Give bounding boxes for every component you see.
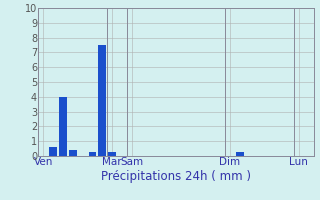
Bar	[236, 152, 244, 156]
Bar	[108, 152, 116, 156]
X-axis label: Précipitations 24h ( mm ): Précipitations 24h ( mm )	[101, 170, 251, 183]
Bar	[49, 147, 57, 156]
Bar	[89, 152, 96, 156]
Bar	[98, 45, 106, 156]
Bar	[69, 150, 77, 156]
Bar	[59, 97, 67, 156]
